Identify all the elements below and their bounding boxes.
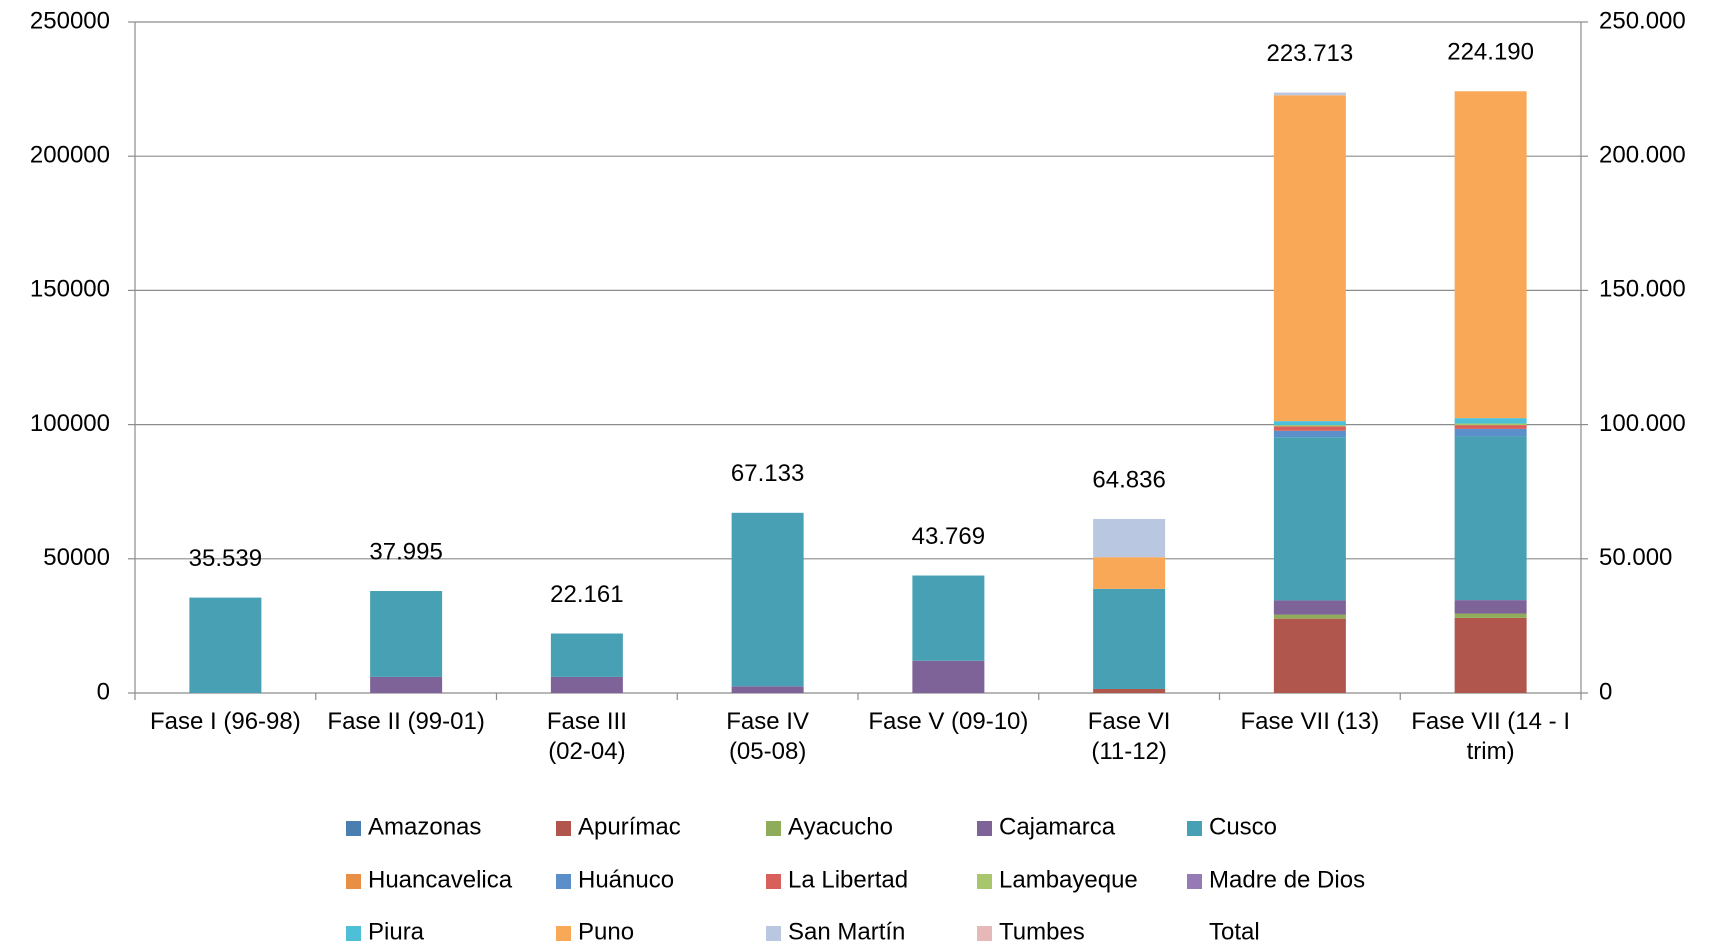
total-label: 22.161: [550, 581, 623, 608]
bar-segment: [1454, 91, 1527, 419]
y-tick-label: 50000: [43, 544, 110, 571]
bar-segment: [1273, 421, 1346, 426]
legend-label: Tumbes: [999, 918, 1085, 945]
x-tick-label: Fase IV (05-08): [726, 708, 809, 765]
legend-label: Ayacucho: [788, 813, 893, 840]
y-tick-label: 100000: [30, 410, 110, 437]
bar-segment: [1454, 436, 1527, 601]
bar-segment: [912, 660, 985, 693]
legend-label: Amazonas: [368, 813, 481, 840]
legend-swatch: [977, 874, 992, 889]
legend-label: Madre de Dios: [1209, 866, 1365, 893]
bar-segment: [1454, 617, 1527, 693]
bar-segment: [1273, 426, 1346, 431]
total-label: 35.539: [189, 545, 262, 572]
legend-label: Cajamarca: [999, 813, 1116, 840]
legend-swatch: [766, 926, 781, 941]
y2-tick-label: 100.000: [1599, 410, 1686, 437]
bar-segment: [1454, 418, 1527, 424]
y-tick-label: 150000: [30, 276, 110, 303]
bar-segment: [912, 575, 985, 661]
legend-swatch: [1187, 821, 1202, 836]
x-tick-label: Fase VII (13): [1240, 708, 1380, 735]
bar-segment: [1273, 430, 1346, 438]
legend-swatch: [346, 821, 361, 836]
legend-label: San Martín: [788, 918, 905, 945]
x-tick-label: Fase III (02-04): [546, 708, 627, 765]
x-tick-label: Fase V (09-10): [868, 708, 1029, 735]
legend-label: Huancavelica: [368, 866, 513, 893]
bar-segment: [370, 591, 443, 677]
y2-tick-label: 250.000: [1599, 7, 1686, 34]
legend-label: Apurímac: [578, 813, 681, 840]
x-tick-label: Fase II (99-01): [327, 708, 485, 735]
legend-swatch: [346, 874, 361, 889]
bar-segment: [1454, 425, 1527, 429]
bar-segment: [1093, 588, 1166, 689]
total-label: 224.190: [1447, 39, 1534, 66]
x-tick-label: Fase I (96-98): [150, 708, 301, 735]
legend-label: Lambayeque: [999, 866, 1138, 893]
bar-segment: [1273, 95, 1346, 422]
legend-label: Piura: [368, 918, 425, 945]
total-label: 43.769: [912, 523, 985, 550]
bar-segment: [1093, 557, 1166, 589]
legend-label: La Libertad: [788, 866, 908, 893]
legend-swatch: [556, 926, 571, 941]
y2-tick-label: 0: [1599, 678, 1612, 705]
total-label: 37.995: [369, 538, 442, 565]
bar-segment: [1273, 618, 1346, 693]
bar-segment: [1273, 437, 1346, 601]
bar-segment: [550, 633, 623, 677]
legend-swatch: [1187, 874, 1202, 889]
y2-tick-label: 150.000: [1599, 276, 1686, 303]
legend-swatch: [346, 926, 361, 941]
bar-segment: [1273, 600, 1346, 615]
bar-segment: [1093, 688, 1166, 693]
bar-segment: [1273, 92, 1346, 96]
y-tick-label: 0: [97, 678, 110, 705]
y2-tick-label: 50.000: [1599, 544, 1672, 571]
y-tick-label: 200000: [30, 142, 110, 169]
bar-segment: [1454, 423, 1527, 426]
x-tick-label: Fase VII (14 - I trim): [1411, 708, 1570, 765]
bar-segment: [550, 676, 623, 693]
bar-segment: [731, 686, 804, 693]
x-tick-label: Fase VI (11-12): [1087, 708, 1171, 765]
total-label: 64.836: [1092, 466, 1165, 493]
bar-segment: [731, 512, 804, 687]
legend-label: Cusco: [1209, 813, 1277, 840]
bar-segment: [1273, 614, 1346, 619]
bar-segment: [1273, 425, 1346, 427]
legend-swatch: [766, 874, 781, 889]
legend-swatch: [977, 926, 992, 941]
bar-segment: [1454, 600, 1527, 614]
total-label: 67.133: [731, 460, 804, 487]
legend-swatch: [977, 821, 992, 836]
legend-label: Puno: [578, 918, 634, 945]
total-label: 223.713: [1266, 40, 1353, 67]
bar-segment: [1454, 613, 1527, 618]
legend-label: Total: [1209, 918, 1260, 945]
legend-swatch: [556, 821, 571, 836]
bar-segment: [189, 597, 262, 693]
bar-segment: [1093, 518, 1166, 558]
bar-segment: [370, 676, 443, 693]
y-tick-label: 250000: [30, 7, 110, 34]
y2-tick-label: 200.000: [1599, 142, 1686, 169]
bar-segment: [1454, 428, 1527, 437]
legend-swatch: [556, 874, 571, 889]
legend-swatch: [766, 821, 781, 836]
legend-label: Huánuco: [578, 866, 674, 893]
